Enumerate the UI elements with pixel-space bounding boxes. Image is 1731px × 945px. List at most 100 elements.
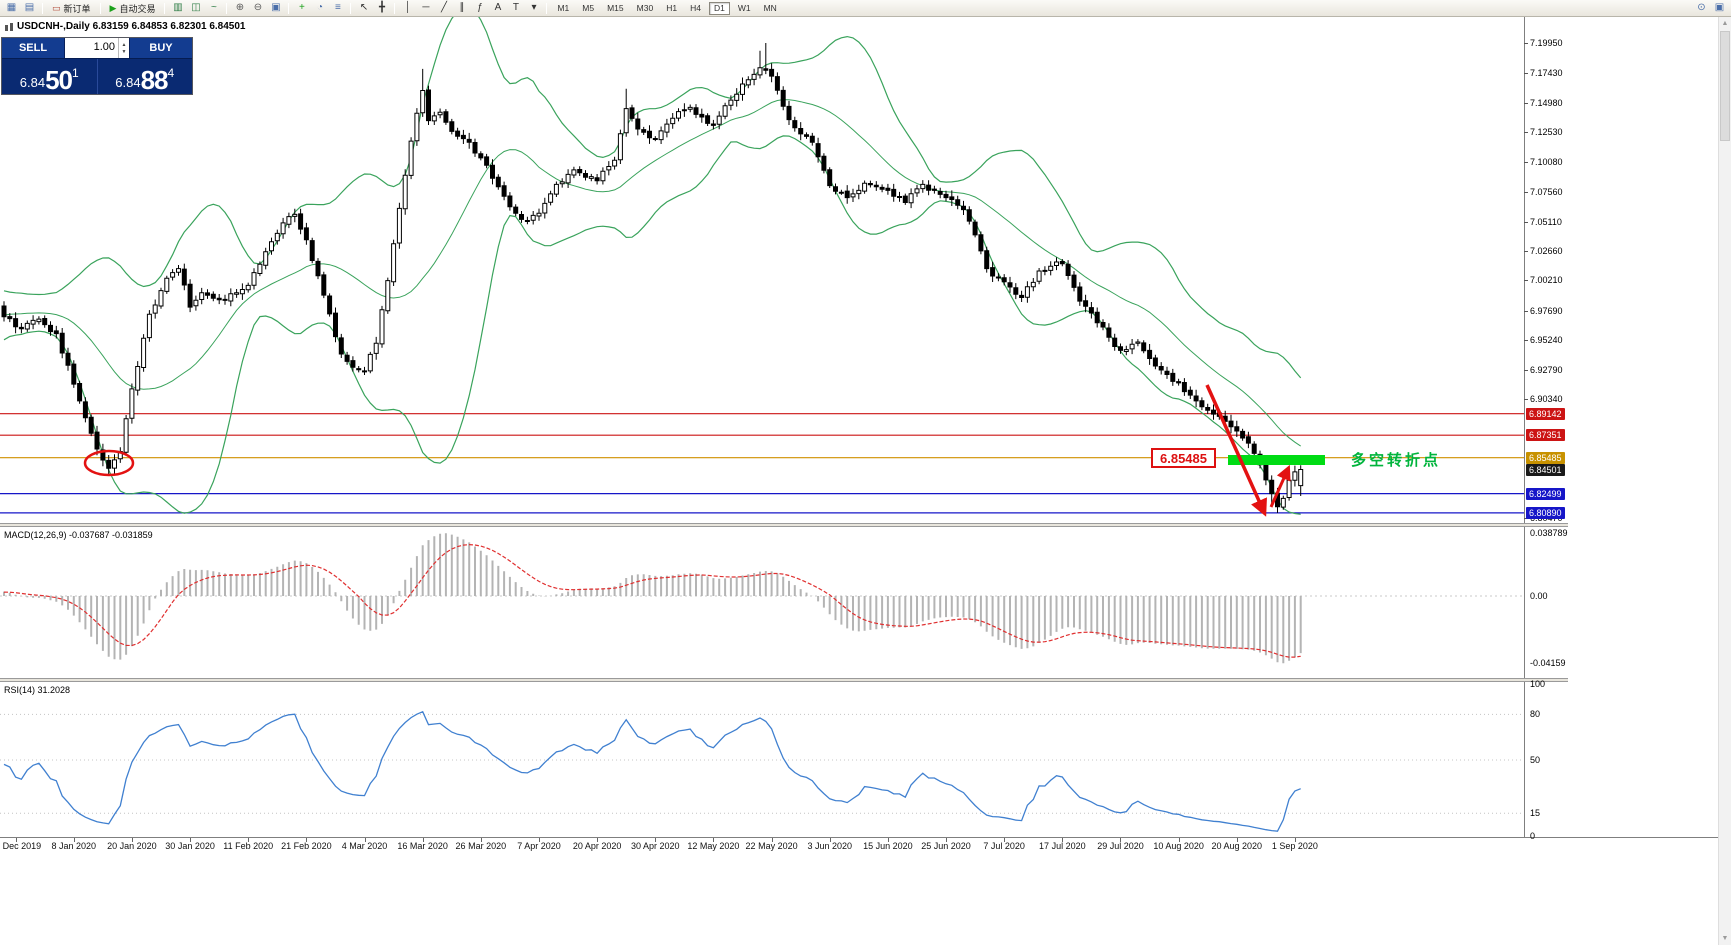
horizontal-line-icon[interactable]: ─ bbox=[422, 2, 430, 13]
turning-point-label: 多空转折点 bbox=[1351, 452, 1442, 469]
text-label-icon[interactable]: T bbox=[512, 2, 520, 13]
buy-price-big-figure: 6.84 bbox=[115, 75, 141, 90]
price-axis-label: 6.97690 bbox=[1530, 305, 1563, 316]
trendline-icon[interactable]: ╱ bbox=[440, 2, 447, 13]
price-axis-label: 7.14980 bbox=[1530, 97, 1563, 108]
auto-trading-button[interactable]: ▶ 自动交易 bbox=[105, 1, 161, 16]
price-axis-label: 7.00210 bbox=[1530, 275, 1563, 286]
timeframe-button-m1[interactable]: M1 bbox=[557, 3, 570, 13]
vertical-line-icon[interactable]: │ bbox=[404, 2, 412, 13]
price-axis-label: 6.95240 bbox=[1530, 335, 1563, 346]
date-axis[interactable] bbox=[0, 837, 1731, 854]
rsi-level-label: 50 bbox=[1530, 755, 1541, 765]
periods-icon[interactable]: ◔ bbox=[316, 2, 323, 13]
bar-chart-icon[interactable]: ▥ bbox=[173, 2, 183, 13]
macd-header: MACD(12,26,9) -0.037687 -0.031859 bbox=[4, 530, 153, 540]
rsi-header: RSI(14) 31.2028 bbox=[4, 685, 71, 695]
channel-icon[interactable]: ∥ bbox=[459, 2, 465, 13]
buy-price-pips: 88 bbox=[140, 64, 169, 95]
one-click-trading-panel: SELL 1.00 ▲ ▼ BUY 6.84 50 1 6.84 88 4 bbox=[1, 37, 193, 95]
crosshair-icon[interactable]: ╋ bbox=[378, 2, 385, 13]
buy-price-point: 4 bbox=[167, 66, 175, 80]
main-chart[interactable] bbox=[0, 16, 1524, 523]
sell-price-pips: 50 bbox=[45, 64, 73, 95]
timeframe-button-m30[interactable]: M30 bbox=[636, 3, 654, 13]
arrange-windows-icon[interactable]: ▣ bbox=[1714, 2, 1725, 13]
sell-price[interactable]: 6.84 50 1 bbox=[2, 59, 97, 94]
spinner-down-icon[interactable]: ▼ bbox=[121, 48, 127, 55]
timeframe-button-d1[interactable]: D1 bbox=[708, 1, 730, 15]
timeframe-button-mn[interactable]: MN bbox=[763, 3, 777, 13]
cursor-icon[interactable]: ↖ bbox=[359, 2, 369, 13]
price-axis-label: 7.12530 bbox=[1530, 127, 1563, 138]
volume-field[interactable]: 1.00 ▲ ▼ bbox=[64, 38, 130, 58]
price-line-label: 6.87351 bbox=[1526, 429, 1565, 442]
price-axis-label: 6.92790 bbox=[1530, 364, 1563, 375]
scrollbar-thumb[interactable] bbox=[1720, 31, 1730, 141]
sell-price-point: 1 bbox=[72, 66, 79, 80]
volume-spinner[interactable]: ▲ ▼ bbox=[118, 38, 129, 58]
price-axis-border bbox=[1524, 16, 1525, 837]
toolbar: ▦ ▤ ▭ 新订单 ▶ 自动交易 ▥ ◫ ~ ⊕ ⊖ ▣ + ◔ ≡ ↖ ╋ │ ─ ╱ ∥ ƒ A T ▾ M1 M5 M15 M30… bbox=[0, 0, 1731, 17]
price-axis-label: 7.10080 bbox=[1530, 156, 1563, 167]
timeframe-button-m5[interactable]: M5 bbox=[582, 3, 595, 13]
search-icon[interactable]: ⊙ bbox=[1697, 2, 1706, 13]
price-line-label: 6.80890 bbox=[1526, 506, 1565, 519]
toolbar-separator bbox=[99, 2, 101, 14]
symbol-header-icon bbox=[5, 22, 13, 31]
price-axis-label: 6.90340 bbox=[1530, 394, 1563, 405]
timeframe-button-m15[interactable]: M15 bbox=[607, 3, 624, 13]
buy-button[interactable]: BUY bbox=[130, 38, 192, 58]
price-axis-label: 7.19950 bbox=[1530, 38, 1563, 48]
auto-trading-button-label: 自动交易 bbox=[119, 3, 156, 14]
price-axis-label: 7.02660 bbox=[1530, 246, 1563, 257]
price-callout: 6.85485 bbox=[1151, 448, 1216, 468]
profiles-icon[interactable]: ▤ bbox=[24, 2, 35, 13]
rsi-panel[interactable] bbox=[0, 682, 1524, 836]
timeframe-button-w1[interactable]: W1 bbox=[737, 3, 751, 13]
toolbar-separator bbox=[164, 2, 166, 14]
toolbar-separator bbox=[42, 2, 43, 14]
new-order-button-label: 新订单 bbox=[63, 3, 91, 14]
timeframe-button-h4[interactable]: H4 bbox=[690, 3, 701, 13]
sell-price-big-figure: 6.84 bbox=[19, 75, 46, 90]
sell-button[interactable]: SELL bbox=[2, 38, 64, 58]
new-chart-icon[interactable]: ▦ bbox=[6, 2, 17, 13]
indicators-icon[interactable]: + bbox=[299, 2, 305, 13]
spinner-up-icon[interactable]: ▲ bbox=[121, 41, 127, 48]
scroll-down-icon[interactable]: ▼ bbox=[1721, 935, 1729, 942]
zoom-in-icon[interactable]: ⊕ bbox=[235, 2, 245, 13]
rsi-level-label: 80 bbox=[1530, 709, 1541, 720]
chart-ohlc-header: USDCNH-,Daily 6.83159 6.84853 6.82301 6.… bbox=[4, 21, 246, 32]
panel-divider-rsi[interactable] bbox=[0, 678, 1568, 682]
text-icon[interactable]: A bbox=[494, 2, 502, 13]
zoom-out-icon[interactable]: ⊖ bbox=[253, 2, 263, 13]
price-line-label: 6.85485 bbox=[1526, 451, 1565, 464]
macd-min-label: -0.04159 bbox=[1530, 658, 1566, 668]
macd-panel[interactable] bbox=[0, 527, 1524, 677]
vertical-scrollbar[interactable]: ▲ ▼ bbox=[1718, 17, 1731, 945]
macd-zero-label: 0.00 bbox=[1530, 591, 1548, 601]
tile-windows-icon[interactable]: ▣ bbox=[271, 2, 281, 13]
toolbar-separator bbox=[226, 2, 228, 14]
toolbar-separator bbox=[546, 2, 548, 14]
candlestick-chart-icon[interactable]: ◫ bbox=[191, 2, 201, 13]
price-line-label: 6.89142 bbox=[1526, 407, 1565, 420]
rsi-level-label: 15 bbox=[1530, 808, 1541, 819]
auto-trading-button-icon: ▶ bbox=[109, 2, 117, 13]
new-order-button[interactable]: ▭ 新订单 bbox=[47, 1, 96, 16]
new-order-button-icon: ▭ bbox=[52, 2, 61, 13]
shapes-icon[interactable]: ▾ bbox=[531, 2, 537, 13]
buy-price[interactable]: 6.84 88 4 bbox=[96, 59, 193, 95]
fibonacci-icon[interactable]: ƒ bbox=[477, 2, 483, 13]
scroll-up-icon[interactable]: ▲ bbox=[1721, 20, 1729, 27]
volume-value[interactable]: 1.00 bbox=[93, 41, 115, 53]
line-chart-icon[interactable]: ~ bbox=[211, 2, 217, 13]
panel-divider-macd[interactable] bbox=[0, 523, 1568, 527]
templates-icon[interactable]: ≡ bbox=[335, 2, 341, 13]
toolbar-separator bbox=[350, 2, 352, 14]
timeframe-button-h1[interactable]: H1 bbox=[666, 3, 678, 13]
toolbar-separator bbox=[288, 2, 290, 14]
toolbar-separator bbox=[394, 2, 396, 14]
